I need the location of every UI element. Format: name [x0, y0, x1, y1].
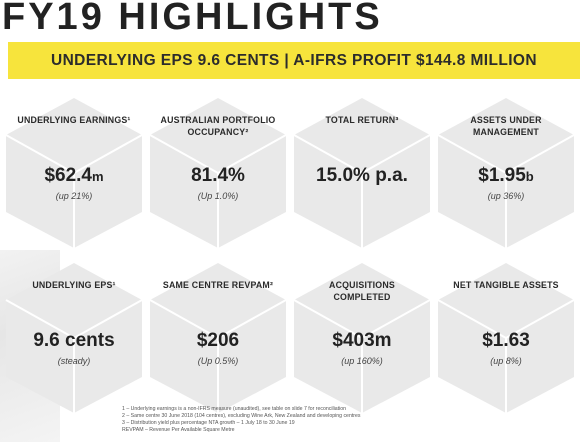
banner-text: UNDERLYING EPS 9.6 CENTS | A-IFRS PROFIT… [51, 51, 537, 69]
tile-change: (steady) [57, 356, 91, 366]
tile-underlying-earnings: UNDERLYING EARNINGS¹ $62.4m (up 21%) [3, 95, 145, 250]
tile-change: (up 8%) [490, 356, 522, 366]
tile-underlying-eps: UNDERLYING EPS¹ 9.6 cents (steady) [3, 260, 145, 415]
hexagon-cube-icon [437, 263, 575, 413]
hexagon-cube-icon [149, 263, 287, 413]
tile-total-return: TOTAL RETURN³ 15.0% p.a. [291, 95, 433, 250]
tile-change: (up 160%) [341, 356, 383, 366]
page-title: FY19 HIGHLIGHTS [2, 0, 383, 38]
hexagon-cube-icon [293, 98, 431, 248]
tile-value: 81.4% [191, 165, 245, 186]
hexagon-cube-icon [437, 98, 575, 248]
tile-value: $62.4m [44, 165, 104, 186]
tile-label: AUSTRALIAN PORTFOLIO OCCUPANCY² [160, 115, 276, 137]
tile-same-centre-revpam: SAME CENTRE REVPAM² $206 (Up 0.5%) [147, 260, 289, 415]
tile-value: $1.95b [478, 165, 534, 186]
footnotes: 1 – Underlying earnings is a non-IFRS me… [122, 406, 452, 434]
footnote: REVPAM – Revenue Per Available Square Me… [122, 427, 235, 434]
tile-label: UNDERLYING EPS¹ [32, 280, 116, 290]
tile-value: 9.6 cents [33, 330, 115, 351]
tile-value: 15.0% p.a. [316, 165, 408, 186]
hexagon-cube-icon [5, 263, 143, 413]
tile-change: (up 21%) [55, 191, 93, 201]
footnote: 2 – Same centre 30 June 2018 (104 centre… [122, 413, 361, 420]
hexagon-cube-icon [293, 263, 431, 413]
tile-label: SAME CENTRE REVPAM² [162, 280, 274, 290]
hexagon-cube-icon [149, 98, 287, 248]
tile-change: (Up 1.0%) [197, 191, 239, 201]
tile-value: $403m [332, 330, 392, 351]
tile-label: UNDERLYING EARNINGS¹ [17, 115, 131, 125]
tile-net-tangible-assets: NET TANGIBLE ASSETS $1.63 (up 8%) [435, 260, 577, 415]
tile-value: $1.63 [482, 330, 530, 351]
tile-label: TOTAL RETURN³ [325, 115, 399, 125]
tile-label: NET TANGIBLE ASSETS [453, 280, 559, 290]
tile-change: (up 36%) [487, 191, 525, 201]
tile-assets-under-management: ASSETS UNDER MANAGEMENT $1.95b (up 36%) [435, 95, 577, 250]
footnote: 1 – Underlying earnings is a non-IFRS me… [122, 406, 347, 412]
highlight-banner: UNDERLYING EPS 9.6 CENTS | A-IFRS PROFIT… [8, 42, 580, 79]
tile-change: (Up 0.5%) [197, 356, 239, 366]
tile-acquisitions-completed: ACQUISITIONS COMPLETED $403m (up 160%) [291, 260, 433, 415]
tile-label: ACQUISITIONS COMPLETED [329, 280, 395, 302]
tile-value: $206 [196, 330, 240, 351]
tile-label: ASSETS UNDER MANAGEMENT [470, 115, 542, 137]
footnote: 3 – Distribution yield plus percentage N… [122, 420, 295, 427]
hexagon-cube-icon [5, 98, 143, 248]
tile-portfolio-occupancy: AUSTRALIAN PORTFOLIO OCCUPANCY² 81.4% (U… [147, 95, 289, 250]
